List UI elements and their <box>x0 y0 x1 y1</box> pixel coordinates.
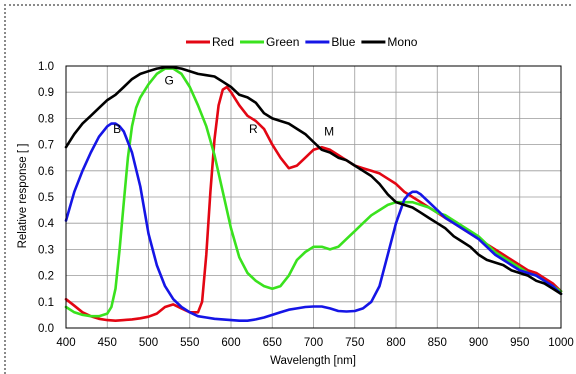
x-tick-label: 400 <box>56 337 75 349</box>
x-axis-label: Wavelength [nm] <box>270 355 356 367</box>
x-tick-label: 900 <box>469 337 488 349</box>
y-tick-label: 0.5 <box>38 192 54 204</box>
y-tick-label: 0.1 <box>38 297 54 309</box>
x-tick-label: 800 <box>386 337 405 349</box>
y-tick-label: 0.7 <box>38 140 54 152</box>
curve-label-g: G <box>164 73 173 87</box>
x-tick-label: 650 <box>263 337 282 349</box>
series-line-green <box>64 67 563 318</box>
x-tick-label: 700 <box>304 337 323 349</box>
curve-label-m: M <box>324 124 334 138</box>
y-tick-label: 0.8 <box>38 113 54 125</box>
plot-area-border <box>65 65 562 329</box>
legend-label-mono: Mono <box>387 35 417 49</box>
x-tick-label: 450 <box>98 337 117 349</box>
y-axis-label: Relative response [ ] <box>17 144 29 249</box>
y-tick-label: 0.0 <box>38 323 54 335</box>
series-lines <box>64 66 563 322</box>
x-tick-label: 550 <box>180 337 199 349</box>
x-tick-label: 850 <box>428 337 447 349</box>
y-tick-label: 0.2 <box>38 271 54 283</box>
legend-label-blue: Blue <box>331 35 355 49</box>
series-line-blue <box>64 122 563 322</box>
chart-frame <box>4 4 571 374</box>
annotations: G B R M <box>113 73 334 138</box>
x-tick-label: 500 <box>139 337 158 349</box>
legend: Red Green Blue Mono <box>186 35 418 49</box>
x-tick-label: 1000 <box>548 337 574 349</box>
x-axis-ticks: 400 450 500 550 600 650 700 750 800 850 900 950 1000 <box>56 337 573 349</box>
y-tick-label: 0.9 <box>38 87 54 99</box>
legend-label-red: Red <box>212 35 234 49</box>
grid <box>65 65 562 329</box>
y-tick-label: 0.3 <box>38 244 54 256</box>
x-tick-label: 950 <box>510 337 529 349</box>
y-tick-label: 1.0 <box>38 61 54 73</box>
curve-label-b: B <box>113 122 121 136</box>
y-tick-label: 0.4 <box>38 218 55 230</box>
y-tick-label: 0.6 <box>38 166 54 178</box>
legend-label-green: Green <box>266 35 299 49</box>
series-line-mono <box>64 66 563 296</box>
x-tick-label: 750 <box>345 337 364 349</box>
y-axis-ticks: 0.0 0.1 0.2 0.3 0.4 0.5 0.6 0.7 0.8 0.9 1.0 <box>38 61 55 335</box>
x-tick-label: 600 <box>221 337 240 349</box>
curve-label-r: R <box>249 122 258 136</box>
